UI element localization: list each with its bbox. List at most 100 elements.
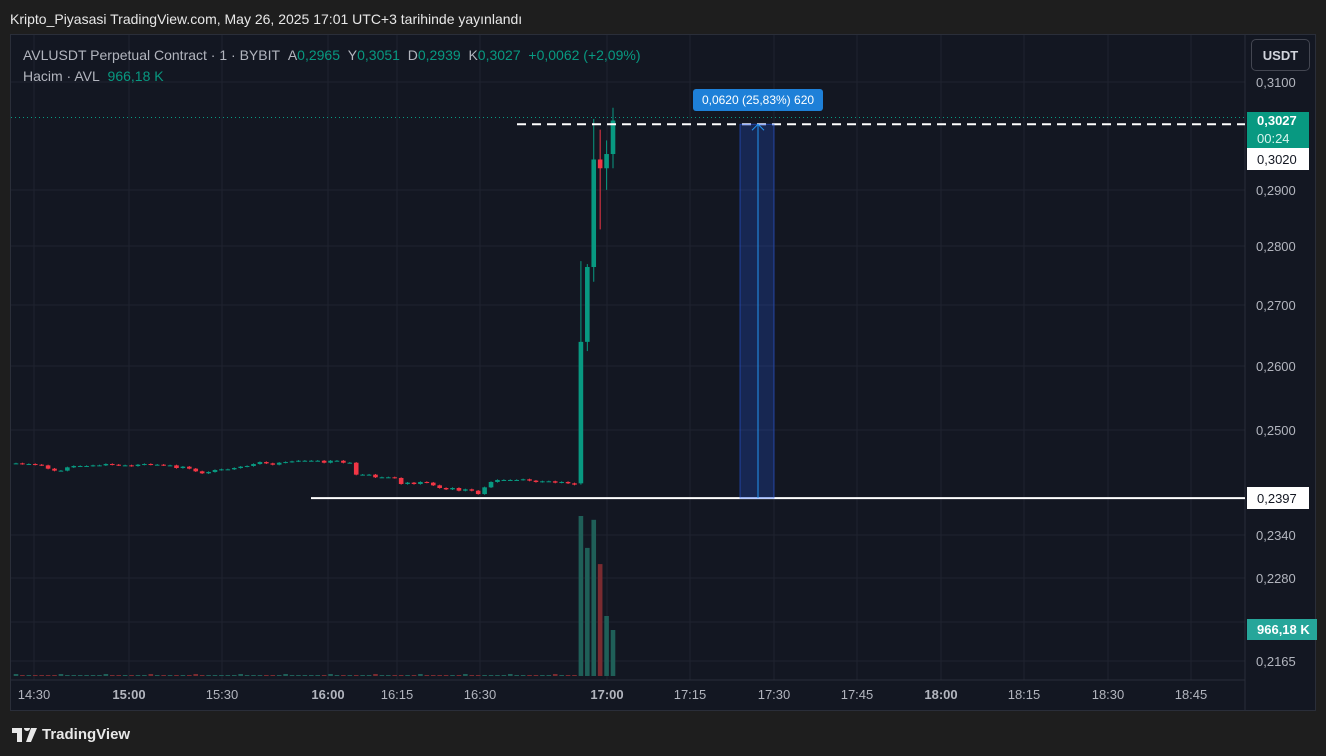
volume-bar: [180, 675, 186, 676]
time-tick: 16:30: [464, 687, 497, 702]
candle-body: [341, 460, 346, 463]
volume-bar: [20, 675, 25, 676]
volume-bar: [540, 675, 545, 676]
time-tick: 16:15: [381, 687, 414, 702]
candle-body: [206, 471, 211, 474]
close-value: 0,3027: [477, 47, 521, 63]
candle-body: [26, 464, 32, 466]
chart-area[interactable]: [10, 34, 1316, 711]
volume-label[interactable]: Hacim · AVL: [23, 68, 100, 84]
volume-bar: [257, 675, 263, 676]
volume-bar: [103, 674, 109, 676]
volume-bar: [231, 675, 237, 676]
measure-range: [739, 123, 775, 499]
candle-body: [13, 463, 19, 465]
candle-body: [244, 466, 250, 468]
volume-bar: [77, 675, 83, 676]
candle-body: [386, 477, 391, 479]
candle-body: [360, 474, 365, 476]
volume-bar: [507, 674, 513, 676]
volume-bar: [501, 675, 507, 676]
volume-axis-label: 966,18 K: [1257, 622, 1310, 637]
open-label: A: [287, 47, 298, 63]
volume-bar: [97, 675, 102, 676]
volume-bar: [469, 675, 475, 676]
volume-bar: [199, 675, 205, 676]
candle-body: [161, 464, 166, 466]
volume-bar: [475, 675, 481, 676]
candle-body: [308, 460, 314, 462]
volume-bar: [302, 675, 308, 676]
currency-button[interactable]: USDT: [1251, 39, 1310, 71]
volume-bar: [424, 675, 430, 676]
volume-bar: [90, 675, 96, 676]
volume-bar: [193, 674, 199, 676]
volume-bar: [411, 675, 417, 676]
candle-body: [334, 460, 340, 462]
candle-body: [180, 466, 186, 469]
candle-body: [302, 460, 308, 462]
volume-bar: [379, 675, 385, 676]
candle-body: [353, 462, 359, 475]
volume-bar: [135, 675, 141, 676]
time-tick: 18:00: [924, 687, 957, 702]
candle-body: [238, 466, 243, 469]
volume-value: 966,18 K: [107, 68, 164, 84]
volume-bar: [219, 675, 224, 676]
low-value: 0,2939: [417, 47, 461, 63]
candle-body: [392, 477, 398, 479]
volume-bar: [456, 675, 462, 676]
price-tick: 0,3100: [1256, 75, 1296, 90]
measure-label: 0,0620 (25,83%) 620: [702, 93, 814, 107]
time-tick: 17:45: [841, 687, 874, 702]
volume-bar: [65, 675, 70, 676]
candle-body: [283, 462, 288, 464]
volume-bar: [450, 675, 455, 676]
volume-bar: [604, 616, 609, 676]
volume-bar: [129, 675, 134, 676]
candle-body: [514, 479, 520, 481]
volume-bar: [610, 629, 616, 676]
volume-bar: [71, 675, 77, 676]
volume-bar: [296, 675, 301, 676]
candle-body: [225, 469, 231, 471]
volume-bar: [187, 675, 192, 676]
volume-bar: [495, 675, 500, 676]
candle-body: [572, 483, 577, 485]
volume-bar: [167, 675, 173, 676]
volume-bar: [386, 675, 391, 676]
volume-bar: [32, 675, 38, 676]
candle-body: [289, 461, 295, 463]
volume-bar: [360, 675, 365, 676]
footer-brand[interactable]: TradingView: [12, 726, 130, 743]
last-price-label: 0,3027: [1257, 113, 1297, 128]
candle-body: [321, 460, 327, 463]
candle-body: [610, 120, 616, 155]
price-tick: 0,2700: [1256, 298, 1296, 313]
candle-body: [450, 488, 455, 490]
high-label: Y: [347, 47, 358, 63]
candle-body: [469, 489, 475, 491]
candle-body: [135, 464, 141, 467]
candle-body: [347, 462, 353, 464]
last-price-badge: [1247, 112, 1309, 148]
level-badge: [1247, 148, 1309, 170]
volume-bar: [578, 516, 584, 676]
candle-body: [58, 470, 64, 472]
candle-body: [251, 464, 256, 467]
candle-body: [591, 159, 597, 268]
price-tick: 0,2280: [1256, 571, 1296, 586]
volume-bar: [116, 675, 122, 676]
volume-bar: [591, 519, 597, 676]
volume-bar: [26, 675, 32, 676]
candle-body: [315, 460, 321, 462]
candle-body: [296, 460, 301, 462]
time-tick: 17:00: [590, 687, 623, 702]
candle-body: [257, 462, 263, 465]
volume-bar: [398, 675, 404, 676]
candle-body: [597, 159, 603, 169]
symbol[interactable]: AVLUSDT Perpetual Contract · 1 · BYBIT: [23, 47, 281, 63]
volume-bar: [353, 675, 359, 676]
volume-bar: [572, 675, 577, 676]
